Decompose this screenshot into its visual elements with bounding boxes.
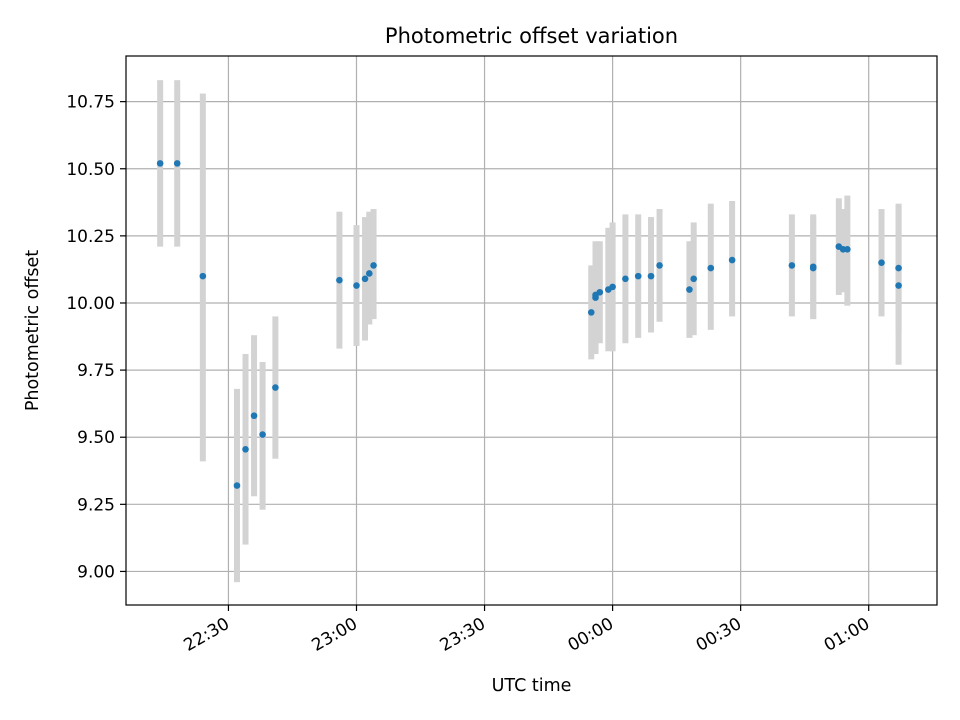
- data-point: [647, 272, 655, 280]
- data-point: [686, 286, 693, 293]
- data-point: [259, 431, 266, 438]
- data-point: [173, 160, 181, 167]
- y-tick-label: 10.25: [66, 227, 115, 247]
- data-point: [788, 262, 796, 269]
- error-bar: [366, 211, 373, 325]
- data-points: [156, 160, 902, 489]
- data-point: [728, 256, 736, 264]
- y-tick-label: 9.50: [77, 428, 115, 448]
- data-point: [609, 283, 616, 291]
- data-point: [366, 270, 373, 277]
- y-tick-label: 9.25: [77, 495, 115, 515]
- data-point: [622, 275, 629, 283]
- data-point: [242, 445, 249, 453]
- data-point: [809, 264, 817, 272]
- y-tick-label: 10.00: [66, 294, 115, 314]
- y-tick-label: 10.50: [66, 160, 115, 180]
- data-point: [690, 275, 697, 283]
- data-point: [250, 412, 258, 420]
- data-point: [895, 264, 902, 272]
- plot-frame: [125, 55, 938, 606]
- y-tick-label: 9.00: [77, 562, 115, 582]
- data-point: [361, 275, 369, 283]
- y-tick-label: 9.75: [77, 361, 115, 381]
- data-point: [596, 288, 604, 296]
- x-axis-label: UTC time: [492, 676, 572, 696]
- grid-lines: [126, 56, 937, 605]
- y-axis-label: Photometric offset: [23, 250, 43, 411]
- data-point: [844, 245, 851, 253]
- data-point: [156, 160, 164, 167]
- data-point: [336, 276, 343, 284]
- data-point: [353, 282, 360, 289]
- data-point: [878, 259, 885, 267]
- chart-title: Photometric offset variation: [385, 24, 678, 48]
- data-point: [656, 262, 663, 269]
- y-axis-ticks: 9.00 9.25 9.50 9.75 10.00 10.25 10.50 10.75: [66, 93, 126, 582]
- data-point: [272, 384, 279, 391]
- data-point: [707, 264, 715, 272]
- data-point: [587, 309, 595, 316]
- data-point: [233, 482, 241, 489]
- data-point: [370, 262, 377, 269]
- data-point: [199, 272, 207, 280]
- data-point: [634, 272, 642, 280]
- data-point: [895, 282, 902, 289]
- y-tick-label: 10.75: [66, 93, 115, 113]
